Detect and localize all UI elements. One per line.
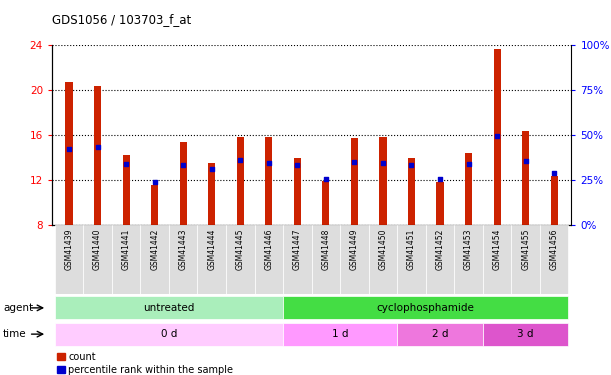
Point — [406, 162, 416, 168]
Bar — [408, 158, 415, 225]
Text: GSM41452: GSM41452 — [436, 228, 445, 270]
Bar — [265, 137, 273, 225]
Text: 2 d: 2 d — [432, 329, 448, 339]
Text: time: time — [3, 329, 27, 339]
Text: GSM41450: GSM41450 — [378, 228, 387, 270]
Point — [121, 161, 131, 167]
Bar — [283, 322, 397, 346]
Bar — [112, 225, 141, 294]
Bar — [255, 225, 283, 294]
Bar — [197, 225, 226, 294]
Text: untreated: untreated — [143, 303, 195, 313]
Text: GSM41446: GSM41446 — [265, 228, 273, 270]
Bar — [351, 138, 358, 225]
Bar — [169, 225, 197, 294]
Point — [321, 176, 331, 182]
Bar — [55, 322, 283, 346]
Bar — [55, 296, 283, 320]
Text: GSM41451: GSM41451 — [407, 228, 416, 270]
Text: GDS1056 / 103703_f_at: GDS1056 / 103703_f_at — [52, 13, 191, 26]
Text: agent: agent — [3, 303, 33, 313]
Text: GSM41454: GSM41454 — [492, 228, 502, 270]
Text: GSM41442: GSM41442 — [150, 228, 159, 270]
Bar — [465, 153, 472, 225]
Bar — [226, 225, 255, 294]
Bar — [426, 225, 455, 294]
Bar — [522, 130, 529, 225]
Point — [178, 162, 188, 168]
Text: GSM41440: GSM41440 — [93, 228, 102, 270]
Point — [521, 158, 530, 164]
Bar — [455, 225, 483, 294]
Text: cyclophosphamide: cyclophosphamide — [377, 303, 475, 313]
Bar — [494, 50, 500, 225]
Bar — [83, 225, 112, 294]
Bar — [379, 137, 387, 225]
Text: GSM41455: GSM41455 — [521, 228, 530, 270]
Bar — [283, 225, 312, 294]
Bar — [483, 225, 511, 294]
Point — [492, 133, 502, 139]
Text: GSM41447: GSM41447 — [293, 228, 302, 270]
Bar — [483, 322, 568, 346]
Bar — [397, 225, 426, 294]
Bar — [551, 176, 558, 225]
Point — [293, 162, 302, 168]
Text: GSM41439: GSM41439 — [65, 228, 73, 270]
Text: 1 d: 1 d — [332, 329, 348, 339]
Text: GSM41444: GSM41444 — [207, 228, 216, 270]
Bar — [141, 225, 169, 294]
Bar — [368, 225, 397, 294]
Bar — [511, 225, 540, 294]
Bar — [283, 296, 568, 320]
Bar — [340, 225, 368, 294]
Bar — [236, 137, 244, 225]
Point — [549, 170, 559, 176]
Text: GSM41445: GSM41445 — [236, 228, 245, 270]
Point — [464, 161, 474, 167]
Text: 3 d: 3 d — [518, 329, 534, 339]
Bar — [397, 322, 483, 346]
Text: GSM41443: GSM41443 — [178, 228, 188, 270]
Bar — [55, 225, 83, 294]
Point — [64, 146, 74, 152]
Bar — [294, 158, 301, 225]
Point — [207, 166, 217, 172]
Bar — [540, 225, 568, 294]
Text: 0 d: 0 d — [161, 329, 177, 339]
Legend: count, percentile rank within the sample: count, percentile rank within the sample — [57, 352, 233, 375]
Text: GSM41441: GSM41441 — [122, 228, 131, 270]
Point — [93, 144, 103, 150]
Text: GSM41448: GSM41448 — [321, 228, 331, 270]
Bar — [123, 155, 130, 225]
Text: GSM41453: GSM41453 — [464, 228, 473, 270]
Point — [264, 160, 274, 166]
Point — [349, 159, 359, 165]
Bar — [180, 142, 187, 225]
Point — [235, 157, 245, 163]
Bar — [151, 184, 158, 225]
Bar — [94, 86, 101, 225]
Bar — [208, 163, 215, 225]
Bar — [65, 82, 73, 225]
Bar — [436, 182, 444, 225]
Point — [150, 179, 159, 185]
Text: GSM41449: GSM41449 — [350, 228, 359, 270]
Bar — [312, 225, 340, 294]
Bar — [323, 181, 329, 225]
Point — [378, 160, 388, 166]
Text: GSM41456: GSM41456 — [550, 228, 558, 270]
Point — [435, 176, 445, 182]
